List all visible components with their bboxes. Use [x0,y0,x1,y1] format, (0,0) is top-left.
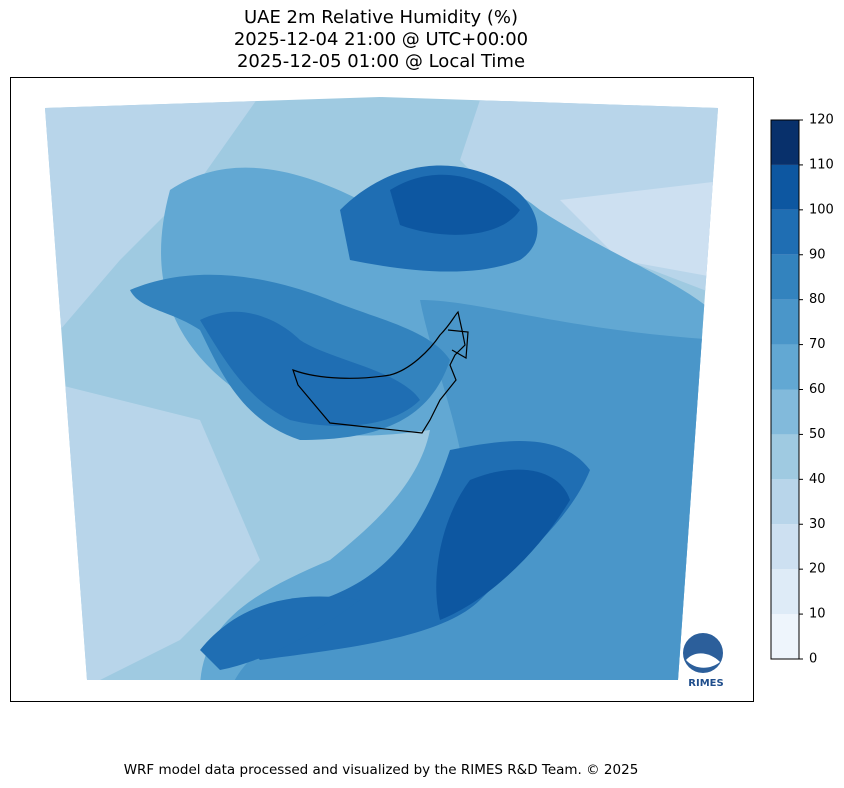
colorbar-tick-label: 120 [809,113,834,128]
colorbar-bin [771,344,799,390]
colorbar-bin [771,389,799,435]
coastline [292,310,469,434]
colorbar-tick-label: 10 [809,607,826,622]
colorbar-tick-label: 60 [809,382,826,397]
logo: RIMES [683,633,724,689]
colorbar-tick-label: 20 [809,562,826,577]
colorbar-bin [771,524,799,570]
colorbar-tick-label: 90 [809,247,826,262]
colorbar-tick-label: 110 [809,157,834,172]
colorbar-bin [771,209,799,255]
colorbar-tick-label: 30 [809,517,826,532]
colorbar-bin [771,120,799,165]
colorbar: 0 10 20 30 40 50 60 70 80 90 100 110 120 [770,113,834,667]
colorbar-bin [771,299,799,345]
colorbar-bin [771,614,799,659]
colorbar-bin [771,164,799,210]
title-line: 2025-12-04 21:00 @ UTC+00:00 [234,29,528,50]
colorbar-tick-label: 50 [809,427,826,442]
logo-text: RIMES [688,678,723,689]
humidity-field [45,97,718,680]
title-line: UAE 2m Relative Humidity (%) [244,7,518,28]
colorbar-tick-label: 80 [809,292,826,307]
colorbar-tick-label: 0 [809,652,817,667]
colorbar-bin [771,569,799,615]
colorbar-bin [771,434,799,480]
colorbar-tick-label: 100 [809,202,834,217]
title-line: 2025-12-05 01:00 @ Local Time [237,51,525,72]
footer: WRF model data processed and visualized … [124,762,639,778]
colorbar-tick-label: 40 [809,472,826,487]
colorbar-bin [771,254,799,300]
colorbar-tick-label: 70 [809,337,826,352]
map-frame [10,77,754,702]
colorbar-bin [771,479,799,525]
